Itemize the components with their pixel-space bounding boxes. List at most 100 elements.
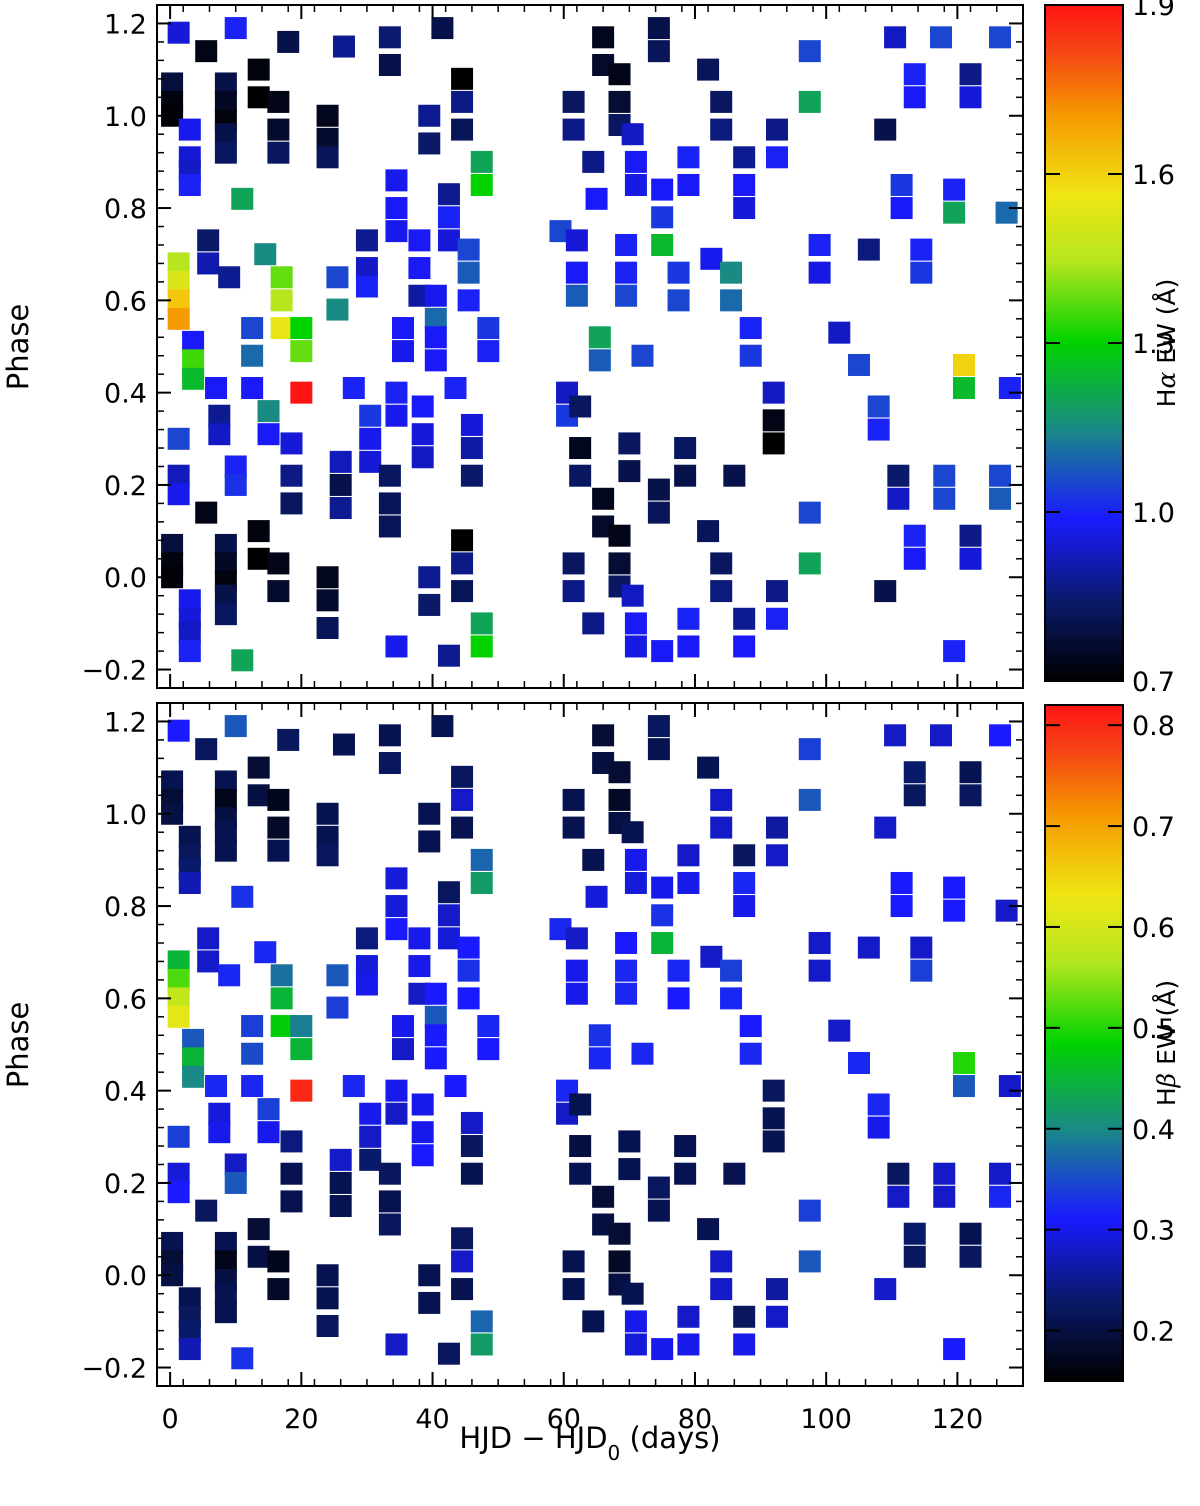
- x-axis-title-sub: 0: [608, 1441, 621, 1465]
- data-point: [378, 492, 401, 515]
- data-point: [214, 770, 237, 793]
- data-point: [697, 58, 720, 81]
- data-point: [798, 501, 821, 524]
- data-point: [765, 580, 788, 603]
- data-point: [392, 1038, 415, 1061]
- data-point: [631, 344, 654, 367]
- data-point: [451, 118, 474, 141]
- data-point: [697, 520, 720, 543]
- data-point: [569, 437, 592, 460]
- data-point: [195, 1199, 218, 1222]
- y-tick-label: 1.2: [104, 707, 147, 738]
- data-point: [615, 931, 638, 954]
- data-point: [214, 552, 237, 575]
- data-point: [624, 150, 647, 173]
- hbeta-points: [161, 715, 1021, 1370]
- halpha-panel: −0.2 0.0 0.2 0.4 0.6 0.8 1.0 1.2 Phase 0.7 1.0 1.…: [1, 0, 1181, 698]
- data-point: [647, 1176, 670, 1199]
- data-point: [621, 1282, 644, 1305]
- data-point: [608, 63, 631, 86]
- data-point: [710, 1250, 733, 1273]
- data-point: [329, 450, 352, 473]
- data-point: [392, 1015, 415, 1038]
- data-point: [615, 261, 638, 284]
- data-point: [959, 1222, 982, 1245]
- data-point: [326, 964, 349, 987]
- data-point: [765, 1278, 788, 1301]
- data-point: [359, 450, 382, 473]
- data-point: [943, 178, 966, 201]
- data-point: [608, 90, 631, 113]
- data-point: [647, 1199, 670, 1222]
- x-tick-label: 60: [547, 1404, 581, 1435]
- data-point: [214, 72, 237, 95]
- data-point: [378, 26, 401, 49]
- data-point: [167, 270, 190, 293]
- data-point: [195, 501, 218, 524]
- data-point: [460, 464, 483, 487]
- data-point: [857, 936, 880, 959]
- data-point: [739, 1015, 762, 1038]
- data-point: [290, 381, 313, 404]
- data-point: [224, 455, 247, 478]
- data-point: [224, 1171, 247, 1194]
- data-point: [280, 1130, 303, 1153]
- colorbar-title-suffix: EW (Å): [1152, 980, 1181, 1073]
- data-point: [647, 738, 670, 761]
- colorbar-tick-label: 0.5: [1132, 1014, 1175, 1045]
- hbeta-panel: 0 20 40 60 80 100 120 −0.2 0.0 0.2 0.4 0.6 0.8 1.0 1.2…: [1, 702, 1181, 1435]
- colorbar-tick-label: 0.2: [1132, 1317, 1175, 1348]
- plot-area-frame: [156, 4, 1024, 689]
- data-point: [457, 959, 480, 982]
- data-point: [378, 53, 401, 76]
- data-point: [431, 715, 454, 738]
- y-tick-label: 0.2: [104, 471, 147, 502]
- data-point: [959, 86, 982, 109]
- colorbar-tick-label: 0.6: [1132, 913, 1175, 944]
- data-point: [431, 17, 454, 40]
- data-point: [214, 533, 237, 556]
- data-point: [647, 40, 670, 63]
- data-point: [451, 765, 474, 788]
- data-point: [460, 413, 483, 436]
- data-point: [588, 1047, 611, 1070]
- data-point: [241, 317, 264, 340]
- data-point: [359, 1102, 382, 1125]
- data-point: [710, 788, 733, 811]
- data-point: [214, 821, 237, 844]
- data-point: [460, 1162, 483, 1185]
- data-point: [316, 1315, 339, 1338]
- data-point: [290, 1038, 313, 1061]
- data-point: [569, 1135, 592, 1158]
- data-point: [182, 1028, 205, 1051]
- hbeta-axis-ticks: 0 20 40 60 80 100 120 −0.2 0.0 0.2 0.4 0.6 0.8 1.0 1.2: [81, 703, 1024, 1435]
- data-point: [316, 127, 339, 150]
- data-point: [385, 381, 408, 404]
- colorbar-tick-label: 0.8: [1132, 711, 1175, 742]
- data-point: [178, 1319, 201, 1342]
- colorbar: [1044, 704, 1124, 1382]
- data-point: [178, 589, 201, 612]
- data-point: [182, 330, 205, 353]
- data-point: [385, 895, 408, 918]
- y-tick-label: 0.8: [104, 892, 147, 923]
- data-point: [723, 464, 746, 487]
- data-point: [710, 816, 733, 839]
- data-point: [280, 1162, 303, 1185]
- data-point: [451, 1227, 474, 1250]
- data-point: [867, 395, 890, 418]
- data-point: [418, 1264, 441, 1287]
- data-point: [933, 1185, 956, 1208]
- data-point: [424, 284, 447, 307]
- data-point: [582, 1310, 605, 1333]
- data-point: [995, 899, 1018, 922]
- halpha-colorbar-ticks: 0.7 1.0 1.3 1.6 1.9: [1045, 0, 1175, 698]
- data-point: [910, 238, 933, 261]
- data-point: [765, 1305, 788, 1328]
- data-point: [618, 432, 641, 455]
- data-point: [270, 266, 293, 289]
- data-point: [457, 289, 480, 312]
- data-point: [739, 344, 762, 367]
- data-point: [167, 464, 190, 487]
- data-point: [241, 377, 264, 400]
